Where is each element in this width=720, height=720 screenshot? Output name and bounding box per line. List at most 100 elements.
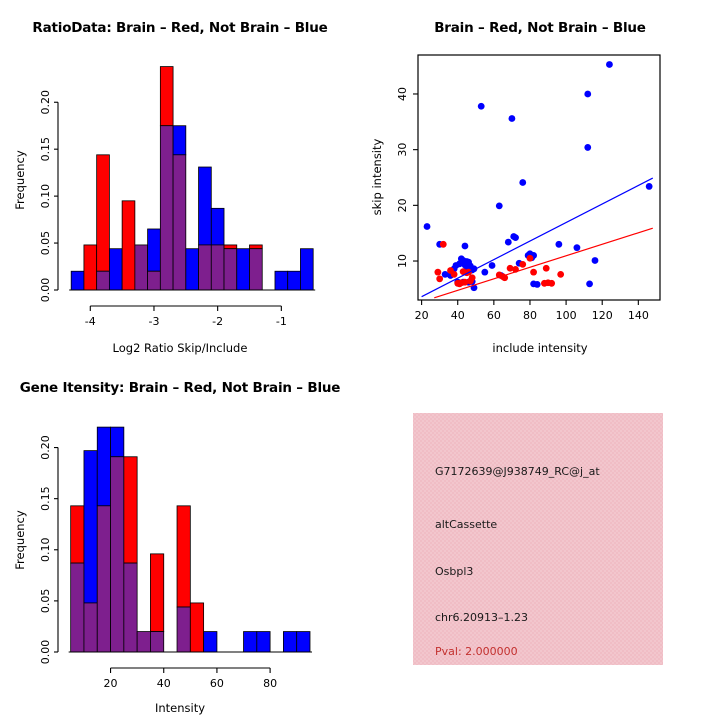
intensity-histogram-plot: 0.00 0.05 0.10 0.15 0.20 20 40 60 80: [39, 426, 312, 690]
histogram-bar: [274, 270, 289, 291]
x-axis-tick-label: 60: [210, 677, 224, 690]
histogram-bar: [249, 244, 263, 250]
x-axis-tick-label: 80: [523, 309, 537, 322]
panel-intensity-histogram: Gene Itensity: Brain – Red, Not Brain – …: [0, 360, 360, 720]
scatter-point: [530, 268, 537, 276]
scatter-point: [606, 61, 613, 68]
x-axis-tick-label: 60: [487, 309, 501, 322]
scatter-point: [557, 270, 565, 278]
scatter-point: [481, 268, 489, 276]
x-axis-tick-label: 140: [628, 309, 649, 322]
intensity-hist-title: Gene Itensity: Brain – Red, Not Brain – …: [19, 380, 341, 396]
histogram-bar-overlap: [96, 505, 111, 653]
annotation-box: G7172639@J938749_RC@j_at altCassette Osb…: [413, 413, 663, 665]
histogram-bar: [223, 244, 238, 250]
histogram-bar-overlap: [172, 154, 187, 291]
y-axis-tick-label: 30: [396, 143, 409, 157]
histogram-bar-overlap: [210, 244, 225, 291]
intensity-hist-ylabel: Frequency: [13, 510, 27, 570]
scatter-point: [504, 238, 512, 246]
ratio-hist-xlabel: Log2 Ratio Skip/Include: [112, 341, 248, 355]
scatter-ylabel: skip intensity: [370, 138, 384, 216]
histogram-bar: [83, 244, 98, 291]
histogram-bar-overlap: [147, 270, 161, 291]
histogram-bar: [256, 631, 271, 653]
scatter-point: [461, 278, 469, 286]
scatter-xlabel: include intensity: [492, 341, 588, 355]
histogram-bar: [185, 248, 199, 291]
locus-text: chr6.20913–1.23: [435, 611, 529, 624]
plot-frame: [417, 54, 661, 301]
scatter-point: [495, 202, 503, 210]
y-axis-tick-label: 0.00: [39, 640, 52, 665]
histogram-bar: [147, 228, 161, 272]
histogram-bar: [172, 125, 187, 156]
histogram-bar: [236, 248, 250, 291]
scatter-point: [591, 257, 599, 264]
scatter-point: [645, 183, 653, 190]
histogram-bar: [108, 248, 123, 291]
x-axis-tick-label: 120: [592, 309, 613, 322]
scatter-point: [586, 280, 593, 288]
scatter-point: [423, 223, 431, 230]
ratio-histogram-plot: 0.00 0.05 0.10 0.15 0.20 -4 -3 -2 -1: [39, 66, 316, 328]
scatter-title: Brain – Red, Not Brain – Blue: [434, 20, 646, 36]
x-axis-tick-label: 40: [157, 677, 171, 690]
histogram-bar: [203, 631, 218, 653]
histogram-bar: [243, 631, 258, 653]
histogram-bar-overlap: [159, 125, 174, 291]
scatter-point: [512, 234, 519, 242]
y-axis-tick-label: 0.15: [39, 486, 52, 511]
histogram-bar-overlap: [176, 606, 191, 653]
probe-id-text: G7172639@J938749_RC@j_at: [435, 465, 600, 478]
panel-annotation: G7172639@J938749_RC@j_at altCassette Osb…: [360, 360, 720, 720]
ratio-hist-ylabel: Frequency: [13, 150, 27, 210]
intensity-hist-xlabel: Intensity: [154, 701, 206, 715]
histogram-bar: [83, 450, 98, 604]
scatter-point: [488, 262, 496, 269]
scatter-point: [468, 274, 476, 282]
histogram-bar: [300, 248, 314, 291]
panel-scatter: Brain – Red, Not Brain – Blue include in…: [360, 0, 720, 360]
y-axis-tick-label: 0.20: [39, 435, 52, 460]
scatter-point: [477, 102, 485, 110]
histogram-bar: [198, 166, 212, 246]
scatter-point: [526, 254, 534, 262]
x-axis-tick-label: -3: [148, 315, 159, 328]
histogram-bar-overlap: [223, 248, 238, 291]
x-axis-tick-label: 20: [415, 309, 429, 322]
scatter-point: [450, 270, 458, 278]
scatter-point: [533, 281, 541, 288]
histogram-bar: [150, 553, 165, 632]
scatter-point: [542, 264, 550, 272]
histogram-bar-overlap: [83, 602, 98, 653]
y-axis-tick-label: 40: [396, 87, 409, 101]
histogram-bar-overlap: [70, 562, 85, 653]
histogram-bar: [189, 602, 205, 653]
y-axis-tick-label: 0.10: [39, 538, 52, 563]
scatter-plot: 10 20 30 40 20 40 60 80 100 120 140: [396, 54, 661, 322]
x-axis-tick-label: -2: [212, 315, 223, 328]
x-axis-tick-label: 20: [104, 677, 118, 690]
x-axis-tick-label: -4: [85, 315, 96, 328]
histogram-bar: [296, 631, 311, 653]
histogram-bar: [159, 66, 174, 127]
pvalue-text: Pval: 2.000000: [435, 645, 518, 658]
y-axis-tick-label: 0.05: [39, 231, 52, 256]
scatter-point: [519, 260, 527, 268]
histogram-bar: [121, 200, 136, 291]
x-axis-tick-label: 80: [263, 677, 277, 690]
scatter-point: [508, 115, 516, 122]
scatter-point: [441, 270, 449, 278]
y-axis-tick-label: 10: [396, 254, 409, 268]
histogram-bar-overlap: [198, 244, 212, 291]
histogram-bar-overlap: [110, 456, 125, 653]
y-axis-tick-label: 0.10: [39, 184, 52, 209]
gene-symbol-text: Osbpl3: [435, 565, 474, 578]
histogram-bar: [110, 426, 125, 458]
scatter-point: [584, 90, 592, 98]
x-axis-tick-label: 40: [451, 309, 465, 322]
histogram-bar-overlap: [150, 631, 165, 653]
y-axis-tick-label: 0.20: [39, 90, 52, 115]
